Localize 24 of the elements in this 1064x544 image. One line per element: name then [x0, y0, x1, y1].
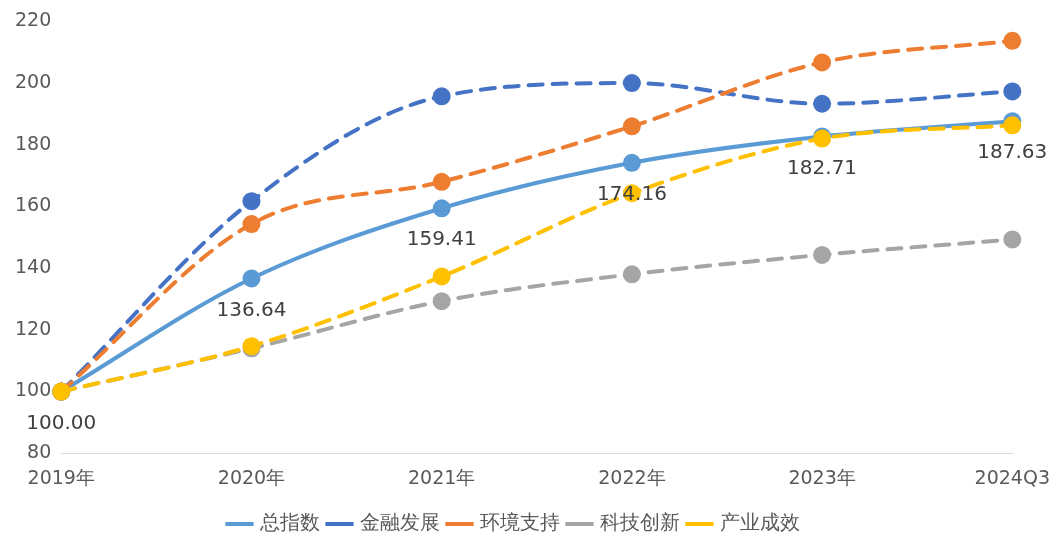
legend-label: 总指数 [258, 510, 320, 535]
data-label: 136.64 [216, 296, 287, 321]
legend-label: 科技创新 [599, 510, 680, 535]
x-tick-label: 2024Q3 [974, 465, 1050, 488]
legend-label: 环境支持 [479, 510, 560, 535]
x-tick-label: 2021年 [408, 465, 476, 488]
y-tick-label: 180 [15, 131, 52, 154]
x-tick-label: 2020年 [217, 465, 286, 488]
data-label: 159.41 [406, 226, 477, 251]
y-tick-label: 220 [15, 8, 52, 31]
y-tick-label: 120 [15, 316, 52, 339]
y-tick-label: 80 [27, 440, 52, 463]
x-tick-label: 2022年 [598, 465, 666, 488]
y-tick-label: 160 [15, 193, 52, 216]
legend-label: 金融发展 [359, 510, 440, 535]
x-tick-label: 2019年 [27, 465, 95, 488]
data-label: 100.00 [26, 409, 97, 434]
data-label: 182.71 [787, 154, 858, 179]
legend-label: 产业成效 [719, 510, 800, 535]
x-tick-label: 2023年 [788, 465, 856, 488]
y-tick-label: 200 [15, 70, 52, 93]
y-tick-label: 140 [15, 255, 52, 278]
data-label: 187.63 [977, 139, 1048, 164]
y-tick-label: 100 [15, 378, 52, 401]
